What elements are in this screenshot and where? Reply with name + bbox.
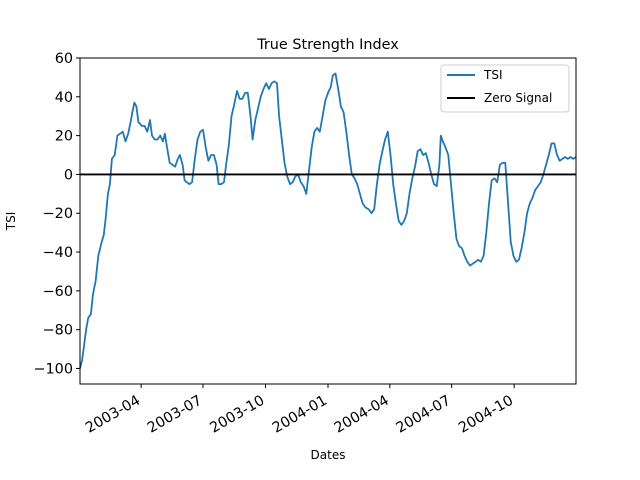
y-axis-label: TSI <box>4 212 18 232</box>
x-axis-label: Dates <box>311 448 346 462</box>
legend: TSI Zero Signal <box>440 64 570 113</box>
series-line-tsi <box>79 72 577 369</box>
y-tick-label: 20 <box>55 129 73 145</box>
y-tick-label: 40 <box>55 90 73 106</box>
legend-label-zero-signal: Zero Signal <box>484 91 552 105</box>
y-tick-label: −20 <box>43 206 73 222</box>
legend-label-tsi: TSI <box>483 68 503 82</box>
y-tick-label: −40 <box>43 245 73 261</box>
chart-title: True Strength Index <box>256 37 399 53</box>
plot-lines <box>79 72 577 369</box>
y-tick-label: 0 <box>64 167 73 183</box>
y-tick-labels: −100 −80 −60 −40 −20 0 20 40 60 <box>33 51 80 377</box>
plot-frame <box>79 57 577 385</box>
legend-box <box>440 64 570 113</box>
y-tick-label: −60 <box>43 284 73 300</box>
y-tick-label: 60 <box>55 51 73 67</box>
y-tick-label: −80 <box>43 323 73 339</box>
y-tick-label: −100 <box>33 361 73 377</box>
